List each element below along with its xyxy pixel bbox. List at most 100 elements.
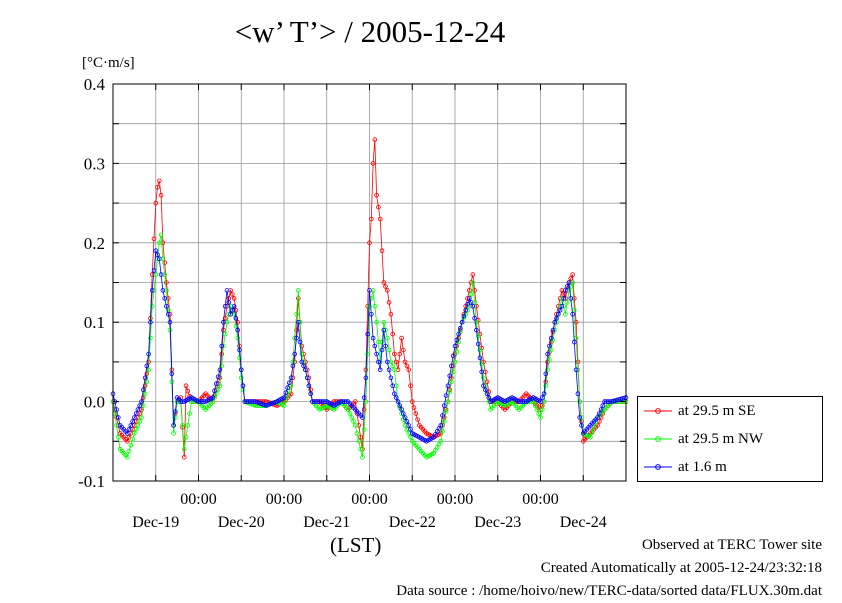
data-point <box>222 303 228 309</box>
data-point <box>160 288 166 293</box>
data-point <box>128 442 134 448</box>
data-point <box>454 337 460 343</box>
data-point <box>415 417 420 422</box>
data-point <box>233 323 239 329</box>
data-point <box>149 303 155 309</box>
data-point <box>402 359 408 365</box>
data-point <box>125 431 130 436</box>
data-point <box>399 335 404 341</box>
data-point <box>474 327 479 333</box>
data-point <box>155 184 160 190</box>
data-point <box>413 411 419 416</box>
data-point <box>573 367 579 373</box>
data-point <box>400 411 406 416</box>
data-point <box>303 367 308 373</box>
data-point <box>372 137 378 142</box>
legend-label-1-6m: at 1.6 m <box>678 458 727 475</box>
data-point <box>144 371 150 377</box>
data-point <box>445 399 451 404</box>
x-date-label: Dec-19 <box>132 514 179 531</box>
series-layer <box>110 137 629 460</box>
data-point <box>363 375 369 381</box>
data-point <box>157 178 162 184</box>
data-point <box>352 399 358 404</box>
data-point <box>377 216 383 222</box>
data-point <box>481 375 486 381</box>
data-point <box>146 367 151 373</box>
data-point <box>370 335 376 341</box>
data-point <box>235 335 241 341</box>
data-point <box>365 331 371 337</box>
data-point <box>379 339 385 345</box>
data-point <box>135 407 141 412</box>
data-point <box>116 415 121 420</box>
data-point <box>285 385 290 391</box>
data-point <box>543 383 549 389</box>
data-point <box>545 351 550 357</box>
data-point <box>130 436 135 442</box>
data-point <box>372 343 378 349</box>
data-point <box>379 248 385 254</box>
data-point <box>155 252 160 258</box>
data-point <box>162 260 168 265</box>
data-point <box>226 300 232 305</box>
data-point <box>475 341 481 347</box>
x-hour-label: 00:00 <box>437 491 473 508</box>
data-point <box>306 383 312 389</box>
data-point <box>377 367 383 373</box>
x-hour-label: 00:00 <box>180 491 216 508</box>
data-point <box>180 423 185 428</box>
data-point <box>595 415 600 420</box>
y-tick-label: 0.2 <box>84 234 105 253</box>
data-point <box>390 383 396 389</box>
data-point <box>230 307 235 313</box>
x-hour-label: 00:00 <box>522 491 558 508</box>
data-point <box>133 427 139 432</box>
data-point <box>361 407 367 412</box>
data-point <box>393 395 399 400</box>
data-point <box>165 311 171 317</box>
data-point <box>465 301 470 307</box>
data-point <box>381 319 387 325</box>
data-point <box>239 367 244 373</box>
data-point <box>167 319 173 325</box>
data-point <box>297 339 303 345</box>
data-point <box>365 351 371 357</box>
data-point <box>474 319 479 325</box>
footer-info: Observed at TERC Tower site Created Auto… <box>396 534 822 603</box>
data-point <box>351 419 356 424</box>
data-point <box>231 303 237 309</box>
data-point <box>142 375 148 381</box>
data-point <box>139 399 144 404</box>
data-point <box>447 373 453 379</box>
data-point <box>114 407 119 412</box>
data-point <box>404 419 410 424</box>
data-point <box>182 454 187 460</box>
data-point <box>349 415 355 420</box>
data-point <box>447 389 453 395</box>
axes: -0.1 0.0 0.1 0.2 0.3 0.4 00:00 00:00 00:00 00:00 0… <box>78 75 627 531</box>
x-date-label: Dec-24 <box>560 514 607 531</box>
data-point <box>370 161 376 166</box>
x-axis-label: (LST) <box>330 533 382 557</box>
footer-source: Data source : /home/hoivo/new/TERC-data/… <box>396 583 822 599</box>
data-point <box>294 327 299 333</box>
data-point <box>173 409 178 414</box>
data-point <box>294 311 299 317</box>
data-point <box>183 434 189 440</box>
data-point <box>383 343 388 349</box>
data-point <box>235 327 241 333</box>
data-point <box>482 387 488 393</box>
data-point <box>354 431 360 436</box>
data-point <box>547 357 552 363</box>
data-point <box>137 419 143 424</box>
data-point <box>294 335 299 341</box>
data-point <box>132 431 137 436</box>
data-point <box>411 405 417 410</box>
data-point <box>449 379 454 385</box>
data-point <box>408 383 413 389</box>
data-point <box>368 216 374 222</box>
data-point <box>164 303 169 309</box>
data-point <box>449 363 454 369</box>
